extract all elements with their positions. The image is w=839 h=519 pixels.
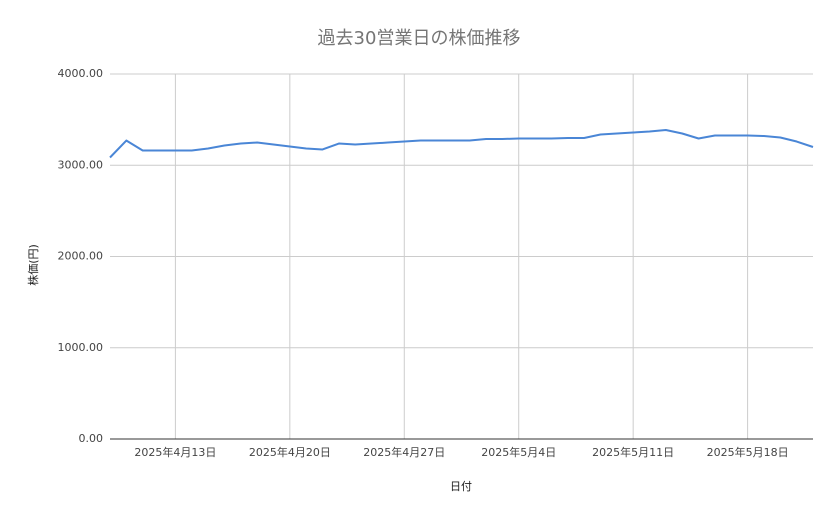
y-tick-label: 2000.00 bbox=[58, 250, 104, 263]
x-tick-label: 2025年4月13日 bbox=[134, 445, 216, 459]
y-tick-label: 4000.00 bbox=[58, 67, 104, 80]
x-tick-label: 2025年4月20日 bbox=[249, 445, 331, 459]
y-tick-label: 1000.00 bbox=[58, 341, 104, 354]
x-tick-label: 2025年5月4日 bbox=[481, 445, 556, 459]
y-tick-label: 3000.00 bbox=[58, 158, 104, 171]
x-tick-label: 2025年5月11日 bbox=[592, 445, 674, 459]
series-line bbox=[109, 129, 814, 159]
x-tick-label: 2025年4月27日 bbox=[363, 445, 445, 459]
y-tick-label: 0.00 bbox=[79, 432, 104, 445]
chart-title: 過去30営業日の株価推移 bbox=[318, 28, 521, 49]
y-axis-title: 株価(円) bbox=[26, 244, 40, 286]
x-axis-title: 日付 bbox=[450, 480, 472, 493]
x-tick-label: 2025年5月18日 bbox=[707, 445, 789, 459]
